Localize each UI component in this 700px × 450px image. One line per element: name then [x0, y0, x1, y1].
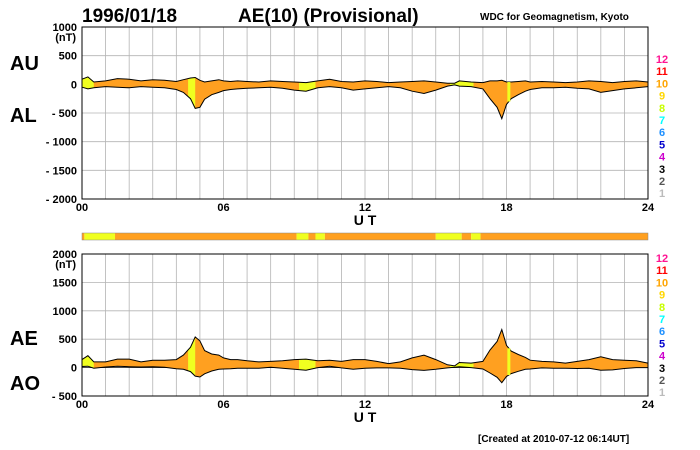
al-series-label: AL	[10, 105, 37, 127]
source-label: WDC for Geomagnetism, Kyoto	[480, 12, 629, 23]
y-tick-label: 500	[59, 334, 77, 346]
ae-ao-frame	[81, 253, 649, 397]
station-count-label: 12	[656, 253, 668, 265]
strip-segment	[461, 233, 472, 240]
station-count-label: 6	[659, 127, 665, 139]
strip-segment	[296, 233, 309, 240]
station-count-label: 12	[656, 54, 668, 66]
au-al-fill	[82, 76, 648, 119]
ae-series-label: AE	[10, 328, 38, 350]
y-tick-label: 500	[59, 51, 77, 63]
y-tick-label: - 1000	[46, 137, 77, 149]
low-station-segment	[188, 336, 196, 377]
strip-segment	[84, 233, 116, 240]
date-label: 1996/01/18	[82, 6, 177, 27]
ae-series-line	[81, 327, 649, 367]
station-count-label: 2	[659, 375, 665, 387]
station-count-label: 10	[656, 78, 668, 90]
plot-title: AE(10) (Provisional)	[238, 6, 419, 27]
x-tick-label: 18	[500, 202, 512, 214]
station-count-label: 8	[659, 302, 665, 314]
station-count-label: 11	[656, 265, 668, 277]
ae-ao-unit: (nT)	[55, 259, 76, 271]
low-station-segment	[299, 359, 316, 371]
ae-ao-low-station-fill	[82, 336, 474, 377]
strip-segment	[115, 233, 297, 240]
au-al-grid	[82, 26, 648, 200]
strip-segment	[324, 233, 436, 240]
y-tick-label: - 500	[52, 108, 77, 120]
station-count-label: 4	[659, 351, 666, 363]
station-count-label: 2	[659, 176, 665, 188]
low-station-segment	[188, 77, 196, 109]
ae-ao-x-label: U T	[354, 409, 377, 425]
x-tick-label: 06	[217, 202, 229, 214]
y-tick-label: 1500	[53, 277, 77, 289]
station-count-label: 3	[659, 164, 665, 176]
strip-segment	[308, 233, 316, 240]
ae-ao-grid	[82, 253, 648, 397]
x-tick-label: 12	[359, 202, 371, 214]
station-count-label: 6	[659, 326, 665, 338]
ae-ao-y-ticks: 2000 1500 1000 500 0 - 500	[52, 249, 77, 403]
strip-segment	[480, 233, 648, 240]
x-tick-label: 18	[500, 399, 512, 411]
station-count-label: 11	[656, 66, 668, 78]
ao-series-label: AO	[10, 373, 40, 395]
station-count-label: 3	[659, 363, 665, 375]
y-tick-label: 1000	[53, 306, 77, 318]
au-al-frame	[81, 26, 649, 200]
low-station-segment	[299, 81, 316, 92]
station-count-label: 10	[656, 277, 668, 289]
au-al-unit: (nT)	[55, 32, 76, 44]
x-tick-label: 00	[76, 202, 88, 214]
x-tick-label: 24	[642, 202, 655, 214]
au-series-line	[81, 76, 649, 84]
au-series-label: AU	[10, 53, 39, 75]
station-count-label: 7	[659, 314, 665, 326]
au-al-panel: 1000 500 0 - 500 - 1000 - 1500 - 2000 00 06 12 18…	[10, 22, 655, 228]
station-count-label: 5	[659, 139, 665, 151]
y-tick-label: - 1500	[46, 165, 77, 177]
strip-segment	[315, 233, 325, 240]
low-station-segment	[449, 80, 474, 88]
station-count-label: 7	[659, 115, 665, 127]
strip-frame	[81, 232, 649, 241]
station-count-label: 9	[659, 290, 665, 302]
strip-segment	[471, 233, 481, 240]
y-tick-label: 2000	[53, 249, 77, 261]
station-count-label: 9	[659, 91, 665, 103]
y-tick-label: - 2000	[46, 194, 77, 206]
station-coverage-strip	[81, 232, 649, 241]
ae-ao-panel: 2000 1500 1000 500 0 - 500 00 06 12 18 24 (nT) U …	[10, 249, 655, 425]
ae-ao-fill	[82, 329, 648, 383]
x-tick-label: 00	[76, 399, 88, 411]
station-count-label: 5	[659, 338, 665, 350]
strip-segment	[435, 233, 462, 240]
y-tick-label: 1000	[53, 22, 77, 34]
y-tick-label: 0	[71, 79, 77, 91]
ae-ao-x-ticks: 00 06 12 18 24	[76, 399, 655, 411]
y-tick-label: 0	[71, 363, 77, 375]
low-station-segment	[82, 355, 94, 369]
low-station-segment	[449, 362, 474, 368]
station-count-label: 4	[659, 152, 666, 164]
x-tick-label: 12	[359, 399, 371, 411]
x-tick-label: 24	[642, 399, 655, 411]
strip-segment	[82, 233, 85, 240]
station-count-label: 1	[659, 188, 665, 200]
au-al-x-label: U T	[354, 212, 377, 228]
ao-series-line	[81, 365, 648, 384]
station-count-label: 1	[659, 387, 665, 399]
al-series-line	[81, 84, 649, 121]
created-timestamp: [Created at 2010-07-12 06:14UT]	[478, 434, 629, 445]
y-tick-label: - 500	[52, 391, 77, 403]
au-al-x-ticks: 00 06 12 18 24	[76, 202, 655, 214]
au-al-y-ticks: 1000 500 0 - 500 - 1000 - 1500 - 2000	[46, 22, 77, 206]
station-count-label: 8	[659, 103, 665, 115]
x-tick-label: 06	[217, 399, 229, 411]
